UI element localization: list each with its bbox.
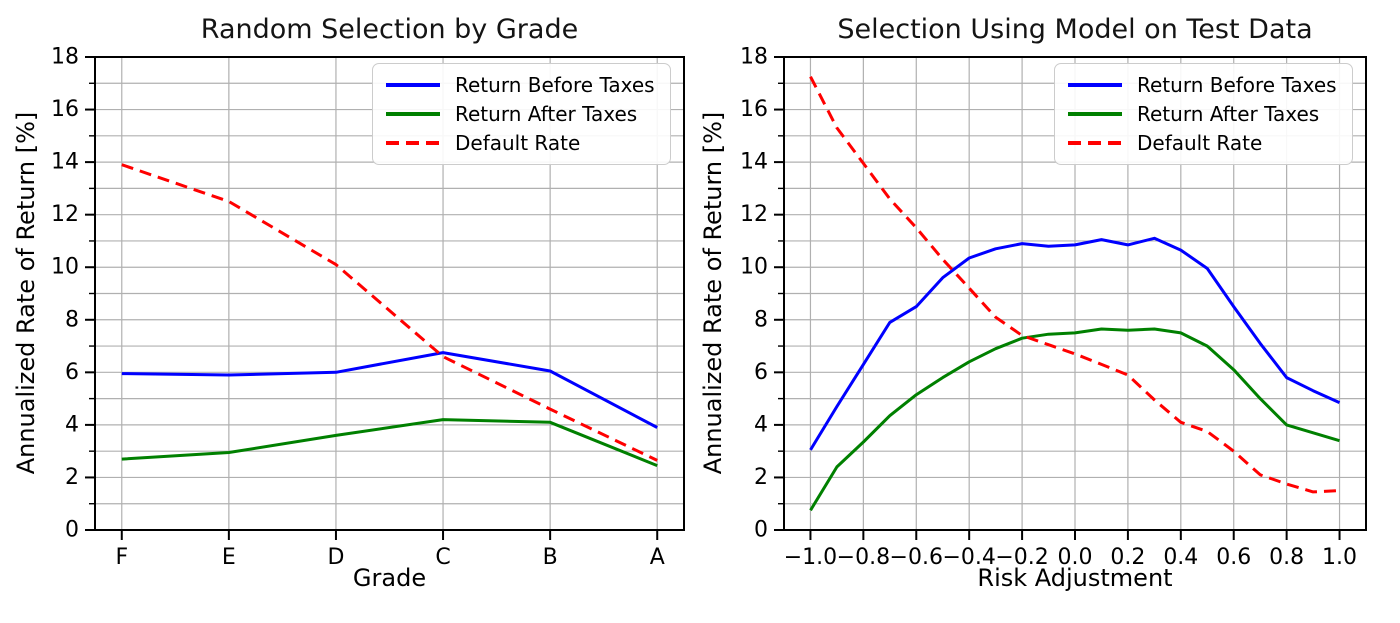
x-tick-label: 1.0	[1322, 545, 1357, 570]
legend-item: Return Before Taxes	[1068, 71, 1337, 100]
y-tick-label: 14	[740, 150, 768, 175]
legend-label: Default Rate	[455, 130, 581, 155]
legend-item: Return After Taxes	[386, 100, 655, 129]
legend-label: Return Before Taxes	[1137, 73, 1337, 98]
right-x-axis-label: Risk Adjustment	[977, 564, 1173, 592]
legend-label: Return After Taxes	[1137, 102, 1320, 126]
x-tick-label: −0.4	[942, 545, 995, 570]
legend-item: Default Rate	[386, 128, 655, 157]
y-tick-label: 18	[51, 45, 79, 70]
x-tick-label: A	[650, 545, 665, 570]
x-tick-label: B	[543, 545, 558, 570]
y-tick-label: 16	[740, 97, 768, 122]
line-return-after-taxes	[809, 327, 1340, 512]
line-return-before-taxes	[809, 236, 1341, 451]
x-tick-label: −0.6	[890, 545, 943, 570]
y-tick-label: 8	[754, 307, 768, 332]
line-swatch-icon	[1068, 112, 1122, 116]
y-tick-label: 12	[51, 202, 79, 227]
legend-label: Return After Taxes	[455, 102, 638, 126]
x-tick-label: D	[327, 545, 344, 570]
x-tick-label: E	[222, 545, 236, 570]
dashed-line-swatch-icon	[1068, 140, 1122, 145]
x-tick-label: 0.2	[1110, 545, 1145, 570]
x-tick-label: −0.8	[837, 545, 890, 570]
line-swatch-icon	[1068, 83, 1122, 88]
dashed-line-swatch-icon	[386, 140, 440, 145]
y-tick-label: 10	[51, 255, 79, 280]
line-return-before-taxes	[121, 351, 658, 429]
legend-item: Return Before Taxes	[386, 71, 655, 100]
y-tick-label: 4	[65, 412, 79, 437]
y-tick-label: 12	[740, 202, 768, 227]
x-tick-label: −0.2	[995, 545, 1048, 570]
right-y-axis-label: Annualized Rate of Return [%]	[699, 111, 727, 475]
x-tick-label: 0.6	[1216, 545, 1251, 570]
left-chart-title: Random Selection by Grade	[200, 14, 579, 45]
y-tick-label: 4	[754, 412, 768, 437]
y-tick-label: 2	[65, 465, 79, 490]
x-tick-label: F	[115, 545, 128, 570]
y-tick-label: 6	[754, 360, 768, 385]
right-chart-title: Selection Using Model on Test Data	[837, 14, 1313, 45]
left-legend: Return Before Taxes Return After Taxes Def…	[372, 63, 671, 165]
legend-item: Return After Taxes	[1068, 100, 1337, 129]
line-default-rate	[809, 76, 1340, 494]
right-legend: Return Before Taxes Return After Taxes Def…	[1054, 63, 1353, 165]
y-tick-label: 8	[65, 307, 79, 332]
y-tick-label: 18	[740, 45, 768, 70]
left-y-axis-label: Annualized Rate of Return [%]	[12, 111, 40, 475]
x-tick-label: 0.0	[1058, 545, 1093, 570]
line-swatch-icon	[386, 83, 440, 88]
x-tick-label: 0.8	[1269, 545, 1304, 570]
y-tick-label: 16	[51, 97, 79, 122]
line-swatch-icon	[386, 112, 440, 116]
x-tick-label: 0.4	[1163, 545, 1198, 570]
x-tick-label: −1.0	[784, 545, 837, 570]
y-tick-label: 0	[754, 518, 768, 543]
y-tick-label: 14	[51, 150, 79, 175]
legend-item: Default Rate	[1068, 128, 1337, 157]
y-tick-label: 10	[740, 255, 768, 280]
line-return-after-taxes	[121, 418, 658, 467]
left-x-axis-label: Grade	[352, 564, 427, 592]
legend-label: Return Before Taxes	[455, 73, 655, 98]
y-tick-label: 2	[754, 465, 768, 490]
line-default-rate	[121, 163, 658, 462]
y-tick-label: 0	[65, 518, 79, 543]
x-tick-label: C	[435, 545, 450, 570]
legend-label: Default Rate	[1137, 130, 1263, 155]
y-tick-label: 6	[65, 360, 79, 385]
